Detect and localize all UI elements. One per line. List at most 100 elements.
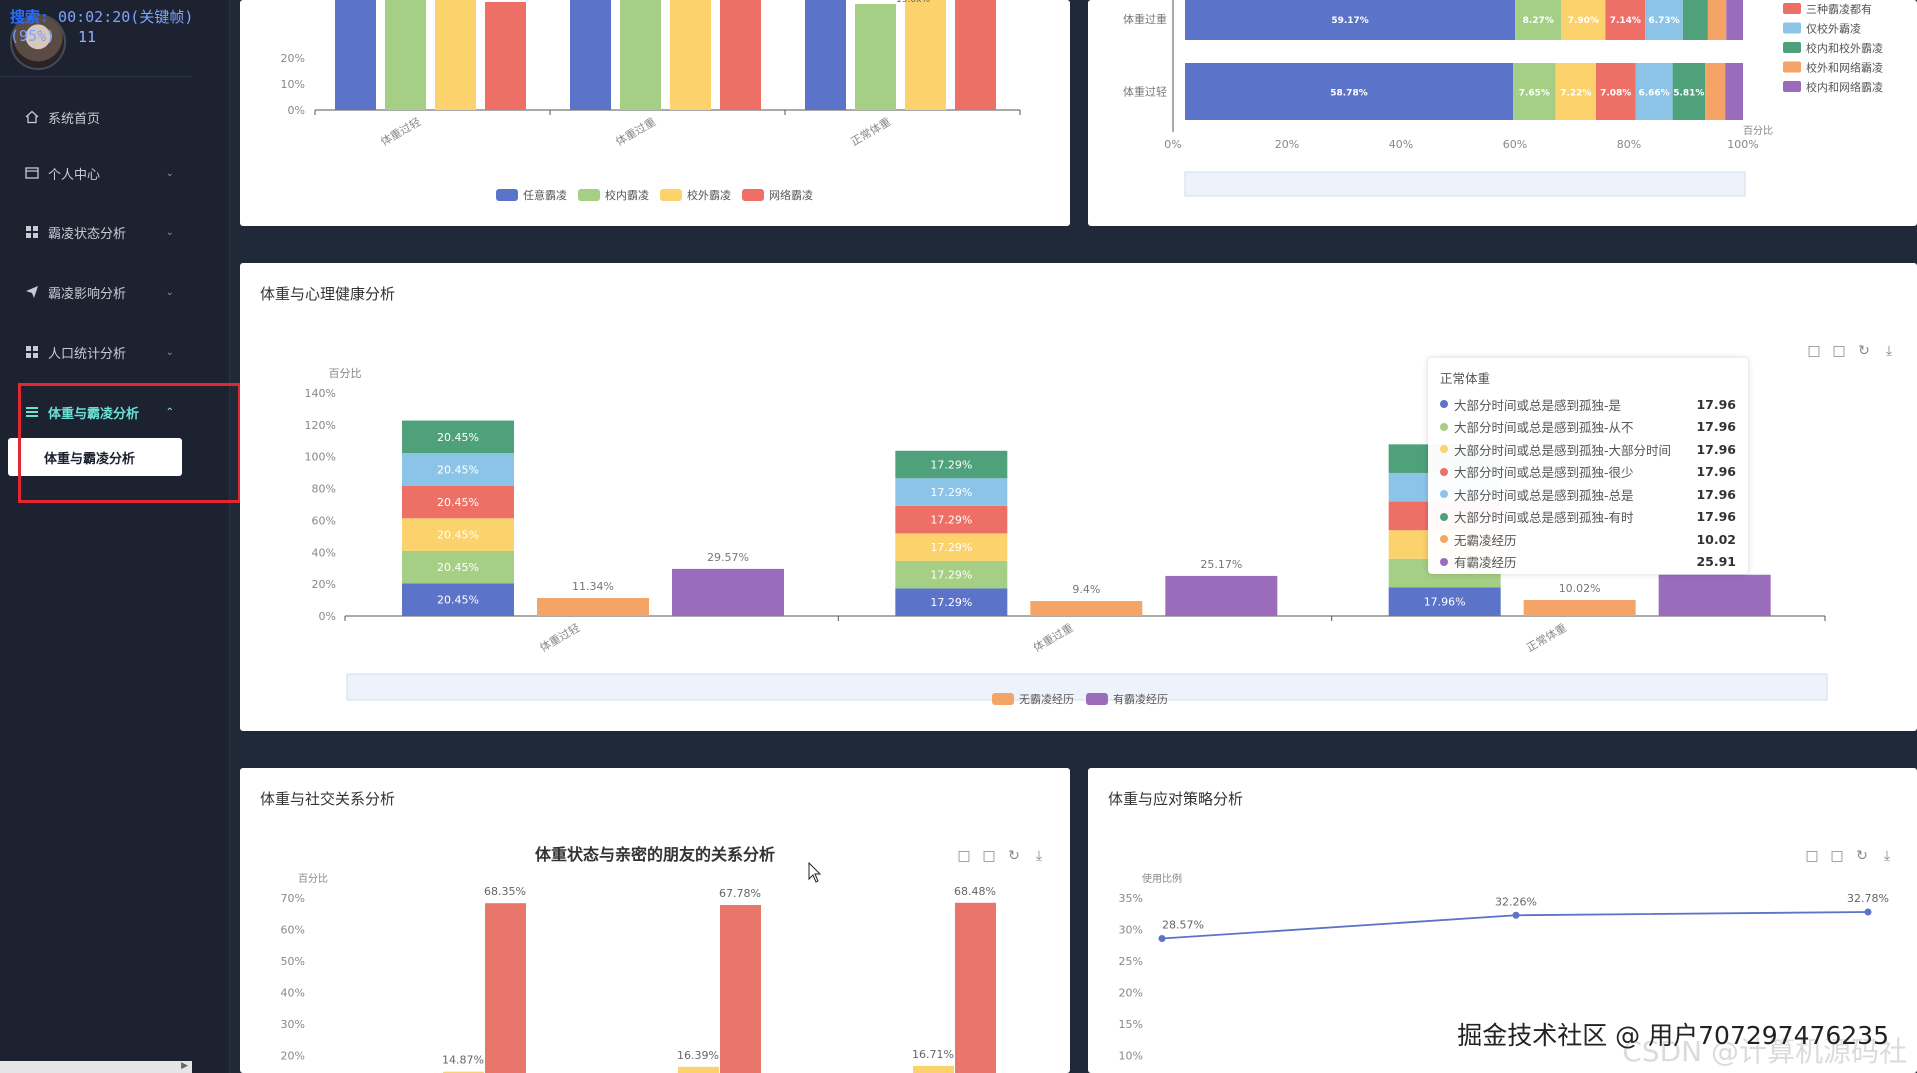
bar — [1658, 574, 1771, 616]
tooltip-value: 17.96 — [1696, 441, 1736, 457]
chart-title: 体重状态与亲密的朋友的关系分析 — [535, 845, 775, 864]
legend-label: 仅校外霸凌 — [1806, 22, 1861, 36]
refresh-icon[interactable]: ↻ — [1858, 343, 1870, 359]
sidebar-item-label: 个人中心 — [48, 167, 101, 183]
data-label: 20.45% — [437, 594, 479, 607]
data-label: 17.29% — [930, 596, 972, 609]
sidebar-item-personal[interactable]: 个人中心 ⌄ — [24, 161, 174, 185]
x-tick-label: 40% — [1389, 138, 1413, 151]
bar — [537, 597, 649, 616]
bar — [435, 0, 476, 110]
send-icon — [24, 284, 40, 300]
chevron-up-icon: ⌃ — [165, 406, 174, 418]
y-tick-label: 70% — [281, 892, 305, 905]
refresh-icon[interactable]: ↻ — [1856, 848, 1868, 864]
data-label: 20.45% — [437, 561, 479, 574]
overlay-search-text: 搜索: 00:02:20(关键帧)(95%) — [10, 8, 194, 45]
data-point — [1158, 935, 1166, 943]
sidebar-item-weight-bully[interactable]: 体重与霸凌分析 ⌃ — [24, 400, 174, 424]
tooltip-value: 17.96 — [1696, 396, 1736, 412]
y-tick-label: 体重过轻 — [1123, 85, 1167, 99]
chart-toolbox: □ □ ↻ ⤓ — [956, 848, 1047, 864]
data-label: 28.57% — [1162, 919, 1204, 932]
data-label: 68.35% — [484, 885, 526, 898]
submenu-item-weight-bully[interactable]: 体重与霸凌分析 — [8, 438, 182, 476]
legend-label: 网络霸凌 — [769, 188, 813, 202]
bar — [955, 902, 996, 1073]
chart-toolbox: □ □ ↻ ⤓ — [1804, 848, 1895, 864]
card-title: 体重与心理健康分析 — [260, 285, 396, 303]
zoom-reset-icon[interactable]: □ — [1830, 848, 1844, 864]
sidebar-item-label: 霸凌状态分析 — [48, 226, 127, 242]
sidebar-item-bully-status[interactable]: 霸凌状态分析 ⌄ — [24, 220, 174, 244]
bar — [720, 904, 761, 1073]
tooltip-value: 10.02 — [1696, 531, 1736, 547]
data-label: 20.45% — [437, 463, 479, 476]
x-tick-label: 体重过轻 — [537, 620, 582, 654]
data-label: 20.45% — [437, 431, 479, 444]
download-icon[interactable]: ⤓ — [1885, 343, 1893, 359]
bar — [805, 0, 846, 110]
bar — [1165, 575, 1278, 616]
bar-segment — [895, 588, 1008, 616]
sidebar-divider — [0, 76, 192, 77]
avatar[interactable] — [10, 14, 66, 70]
card-top-left: 20% 10% 0% 体重过轻 体重过重 正常体重 19.0x% 任意霸凌 校内霸凌 校外霸凌 网络… — [240, 0, 1070, 226]
data-label: 5.81% — [1673, 89, 1704, 99]
x-axis-label: 百分比 — [1743, 125, 1773, 137]
x-tick-label: 正常体重 — [848, 114, 893, 148]
bar-segment — [1185, 63, 1513, 120]
y-axis-label: 百分比 — [329, 367, 362, 380]
sidebar-scrollbar[interactable]: ▶ — [0, 1061, 192, 1073]
y-tick-label: 体重过重 — [1123, 12, 1167, 26]
card-social: 体重与社交关系分析 □ □ ↻ ⤓ 体重状态与亲密的朋友的关系分析 百分比 70% 6… — [240, 768, 1070, 1073]
data-label: 7.65% — [1519, 89, 1550, 99]
x-tick-label: 20% — [1275, 138, 1299, 151]
bar-segment — [1605, 0, 1646, 40]
download-icon[interactable]: ⤓ — [1035, 848, 1043, 864]
refresh-icon[interactable]: ↻ — [1008, 848, 1020, 864]
bar — [570, 0, 611, 110]
zoom-icon[interactable]: □ — [1805, 848, 1819, 864]
tooltip-value: 17.96 — [1696, 464, 1736, 480]
card-title: 体重与应对策略分析 — [1108, 790, 1244, 808]
zoom-reset-icon[interactable]: □ — [1832, 343, 1846, 359]
card-top-right: 59.17% 8.27% 7.90% 7.14% 6.73% 体重过重 58.78% 7.65… — [1088, 0, 1917, 226]
data-label: 7.90% — [1568, 16, 1599, 26]
data-label: 19.0x% — [896, 0, 930, 5]
list-icon — [24, 404, 40, 420]
chevron-down-icon: ⌄ — [165, 167, 174, 179]
bar — [335, 0, 376, 110]
chart-coping: 使用比例 35% 30% 25% 20% 15% 10% 28.57% 32.26% 32.78% — [1119, 872, 1889, 1063]
sidebar-item-demographics[interactable]: 人口统计分析 ⌄ — [24, 340, 174, 364]
zoom-icon[interactable]: □ — [1807, 343, 1821, 359]
legend-label: 有霸凌经历 — [1113, 692, 1168, 706]
legend-swatch — [578, 189, 600, 201]
data-point — [1512, 911, 1520, 919]
x-tick-label: 60% — [1503, 138, 1527, 151]
user-card-icon — [24, 165, 40, 181]
bar-segment — [402, 518, 514, 551]
sidebar-item-home[interactable]: 系统首页 — [24, 105, 174, 129]
bar-segment — [1185, 0, 1516, 40]
bar-segment — [1672, 63, 1706, 120]
zoom-icon[interactable]: □ — [957, 848, 971, 864]
data-label: 7.14% — [1610, 16, 1641, 26]
download-icon[interactable]: ⤓ — [1883, 848, 1891, 864]
y-tick-label: 25% — [1119, 955, 1143, 968]
legend-swatch — [742, 189, 764, 201]
y-tick-label: 20% — [1119, 987, 1143, 1000]
y-tick-label: 120% — [305, 419, 336, 432]
y-tick-label: 20% — [281, 52, 305, 65]
tooltip-value: 17.96 — [1696, 486, 1736, 502]
y-tick-label: 15% — [1119, 1018, 1143, 1031]
tooltip-row: 大部分时间或总是感到孤独-从不 17.96 — [1440, 416, 1736, 439]
bar — [385, 0, 426, 110]
bar-segment — [1388, 587, 1501, 616]
bar-segment — [895, 560, 1008, 589]
bar-segment — [402, 583, 514, 616]
bar-segment — [1725, 63, 1743, 120]
sidebar-item-bully-impact[interactable]: 霸凌影响分析 ⌄ — [24, 280, 174, 304]
zoom-reset-icon[interactable]: □ — [982, 848, 996, 864]
bar-segment — [1635, 63, 1673, 120]
